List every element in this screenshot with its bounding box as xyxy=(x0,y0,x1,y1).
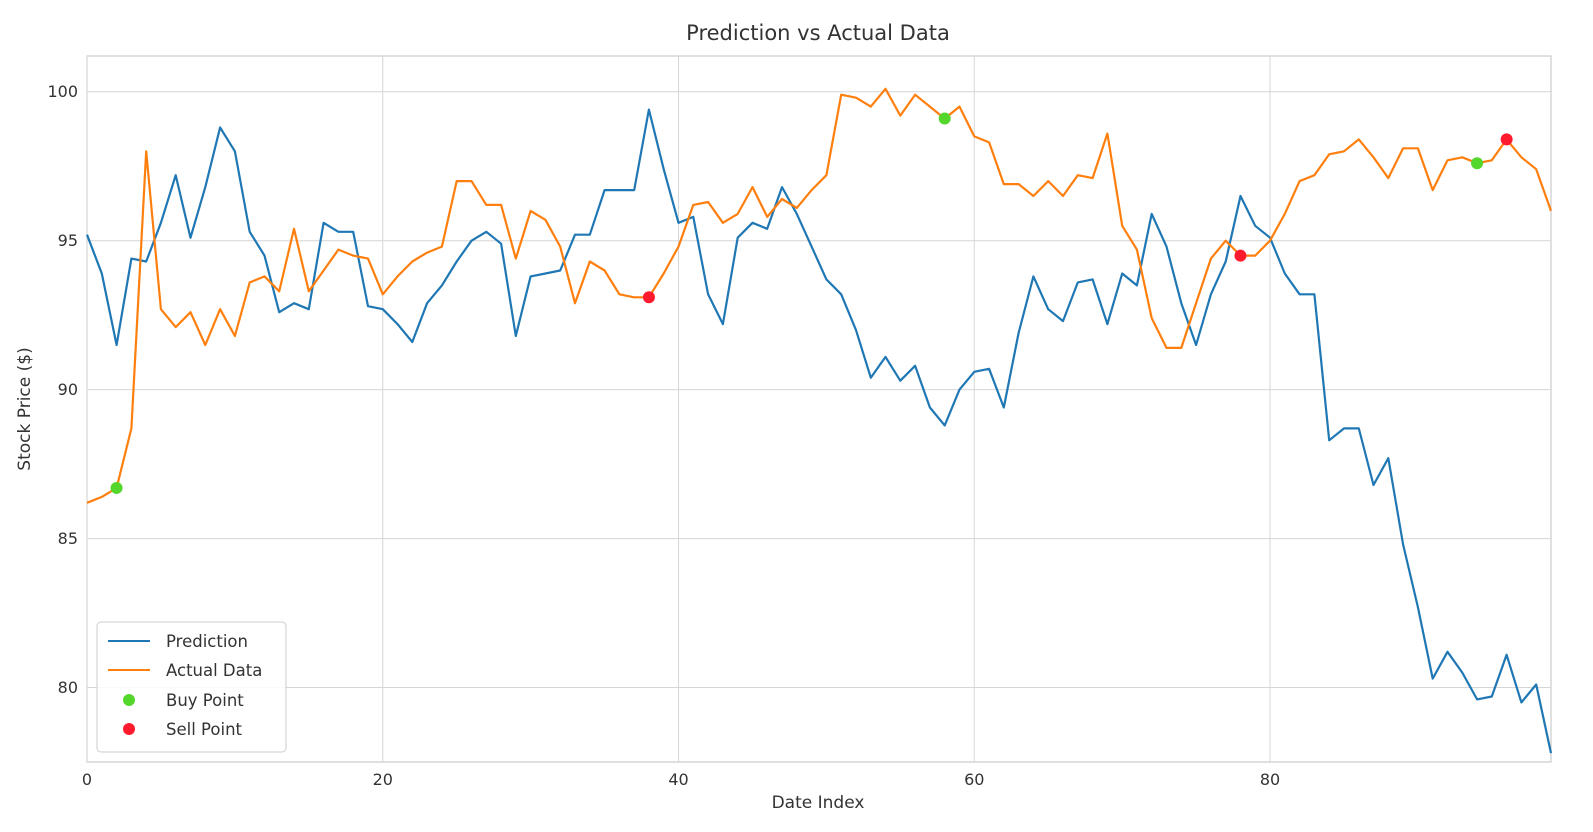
x-tick-label: 40 xyxy=(668,770,688,789)
y-tick-label: 100 xyxy=(47,82,78,101)
tick-labels: 0 20 40 60 80 80 85 90 95 100 xyxy=(47,82,1280,789)
trade-markers xyxy=(110,112,1513,494)
sell-point-marker xyxy=(1500,133,1513,146)
buy-point-marker xyxy=(938,112,951,125)
legend-sell-label: Sell Point xyxy=(166,720,243,739)
y-tick-label: 90 xyxy=(58,380,78,399)
y-tick-label: 80 xyxy=(58,678,78,697)
x-tick-label: 20 xyxy=(373,770,393,789)
y-axis-label: Stock Price ($) xyxy=(15,347,35,470)
buy-point-marker xyxy=(1471,157,1484,170)
legend-buy-label: Buy Point xyxy=(166,691,244,710)
series-lines xyxy=(85,87,1553,754)
sell-point-marker xyxy=(1234,249,1247,262)
grid xyxy=(86,56,1551,762)
y-tick-label: 85 xyxy=(58,529,78,548)
legend: Prediction Actual Data Buy Point Sell Po… xyxy=(96,621,287,753)
sell-point-marker xyxy=(642,291,655,304)
x-tick-label: 80 xyxy=(1260,770,1280,789)
x-axis-label: Date Index xyxy=(772,793,865,813)
x-tick-label: 60 xyxy=(964,770,984,789)
x-tick-label: 0 xyxy=(82,770,92,789)
actual-data-line xyxy=(86,87,1553,504)
chart-title: Prediction vs Actual Data xyxy=(686,21,950,45)
plot-area xyxy=(86,55,1552,763)
prediction-line xyxy=(85,108,1553,754)
legend-buy-swatch xyxy=(123,694,135,706)
y-tick-label: 95 xyxy=(58,231,78,250)
legend-sell-swatch xyxy=(123,723,135,735)
legend-box xyxy=(96,621,287,753)
legend-actual-label: Actual Data xyxy=(166,661,262,680)
legend-prediction-label: Prediction xyxy=(166,632,248,651)
buy-point-marker xyxy=(110,481,123,494)
